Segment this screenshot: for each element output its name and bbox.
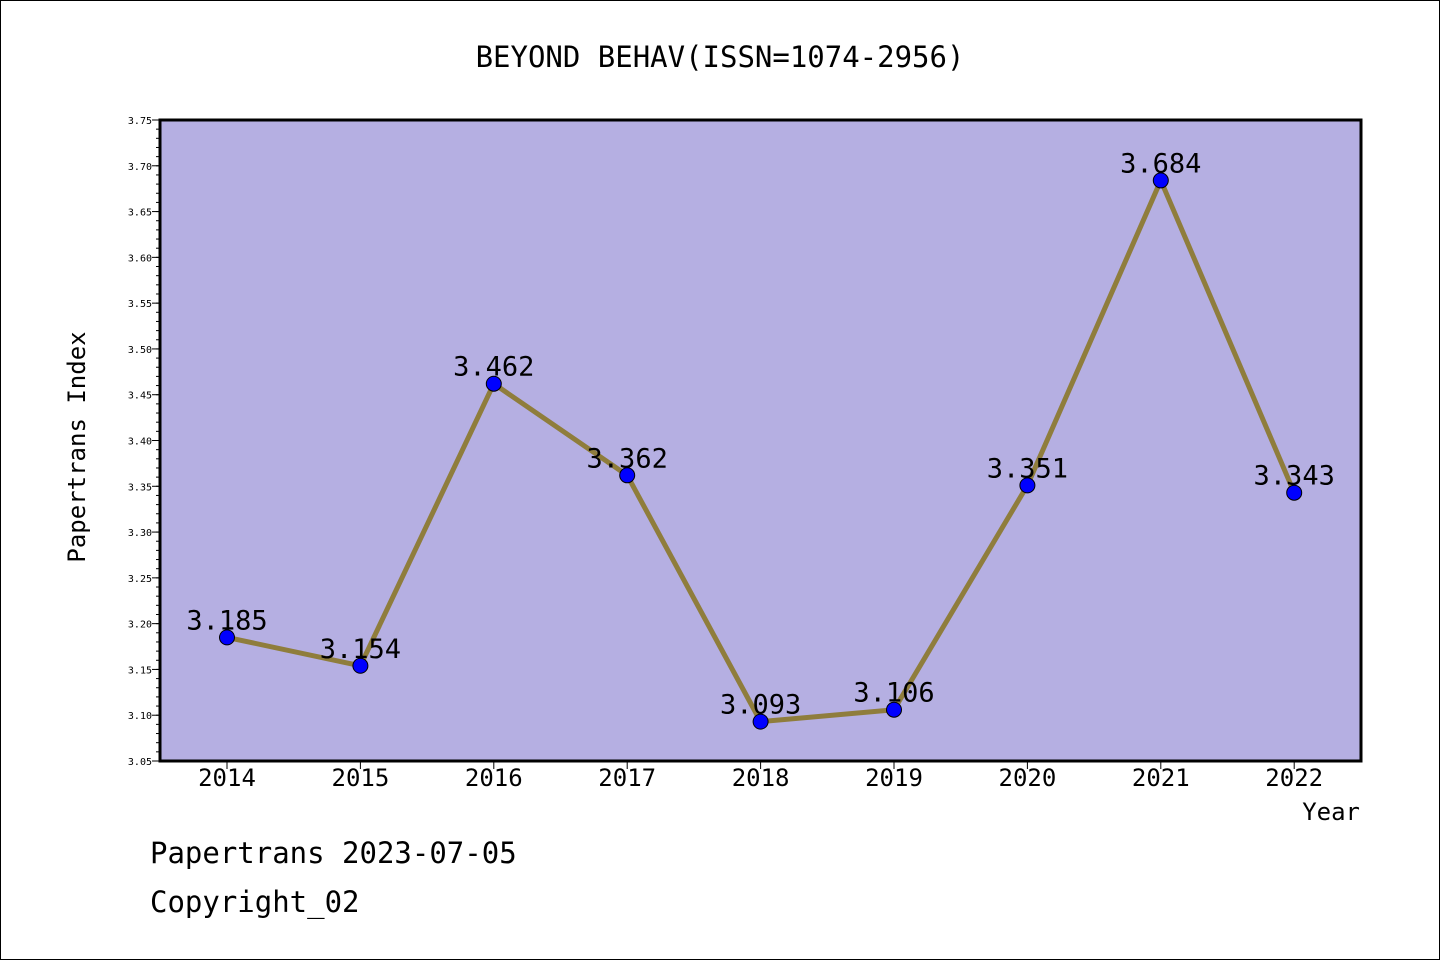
y-tick-label: 3.20 bbox=[128, 620, 152, 631]
y-axis-ticks: 3.05 3.10 3.15 3.20 3.25 3.30 3.35 3.40 3.45 3.50… bbox=[128, 116, 160, 768]
x-tick-label: 2015 bbox=[332, 764, 390, 792]
data-point bbox=[1286, 484, 1303, 501]
data-label: 3.351 bbox=[987, 453, 1068, 484]
footer-date: Papertrans 2023-07-05 bbox=[150, 836, 517, 870]
y-tick-label: 3.75 bbox=[128, 116, 152, 127]
footer-copyright: Copyright_02 bbox=[150, 885, 360, 919]
y-tick-label: 3.45 bbox=[128, 391, 152, 402]
x-tick-label: 2018 bbox=[732, 764, 790, 792]
x-axis-label: Year bbox=[1302, 798, 1360, 826]
x-tick-label: 2017 bbox=[598, 764, 656, 792]
plot-area bbox=[158, 118, 1363, 763]
x-tick-label: 2019 bbox=[865, 764, 923, 792]
data-label: 3.093 bbox=[720, 690, 801, 721]
data-label: 3.462 bbox=[453, 352, 534, 383]
data-labels: 3.185 3.154 3.462 3.362 3.093 3.106 3.351 3.684… bbox=[186, 148, 1334, 720]
y-tick-label: 3.15 bbox=[128, 665, 152, 676]
y-tick-label: 3.70 bbox=[128, 162, 152, 173]
data-point bbox=[1019, 477, 1036, 494]
data-markers bbox=[219, 172, 1303, 730]
y-tick-label: 3.40 bbox=[128, 437, 152, 448]
data-point bbox=[886, 701, 902, 718]
x-tick-label: 2016 bbox=[465, 764, 523, 792]
data-label: 3.106 bbox=[853, 678, 934, 709]
data-label: 3.343 bbox=[1254, 461, 1335, 492]
x-axis-ticks: 2014 2015 2016 2017 2018 2019 2020 2021 2022 bbox=[198, 761, 1323, 792]
y-tick-label: 3.65 bbox=[128, 208, 152, 219]
y-axis-label: Papertrans Index bbox=[63, 331, 91, 562]
y-tick-label: 3.50 bbox=[128, 345, 152, 356]
y-tick-label: 3.60 bbox=[128, 253, 152, 264]
y-tick-label: 3.30 bbox=[128, 528, 152, 539]
data-label: 3.362 bbox=[587, 443, 668, 474]
data-point bbox=[219, 629, 235, 646]
y-tick-label: 3.05 bbox=[128, 757, 152, 768]
x-tick-label: 2022 bbox=[1265, 764, 1323, 792]
data-point bbox=[352, 657, 369, 674]
data-point bbox=[619, 467, 636, 484]
data-point bbox=[485, 375, 502, 392]
x-tick-label: 2020 bbox=[999, 764, 1057, 792]
data-label: 3.185 bbox=[186, 605, 267, 636]
chart-title: BEYOND BEHAV(ISSN=1074-2956) bbox=[476, 40, 965, 74]
y-tick-label: 3.55 bbox=[128, 299, 152, 310]
data-point bbox=[1152, 172, 1169, 189]
y-tick-label: 3.35 bbox=[128, 482, 152, 493]
y-tick-label: 3.10 bbox=[128, 711, 152, 722]
y-tick-label: 3.25 bbox=[128, 574, 152, 585]
data-label: 3.154 bbox=[320, 634, 401, 665]
x-tick-label: 2021 bbox=[1132, 764, 1190, 792]
data-point bbox=[752, 713, 769, 730]
data-label: 3.684 bbox=[1120, 148, 1201, 179]
x-tick-label: 2014 bbox=[198, 764, 256, 792]
